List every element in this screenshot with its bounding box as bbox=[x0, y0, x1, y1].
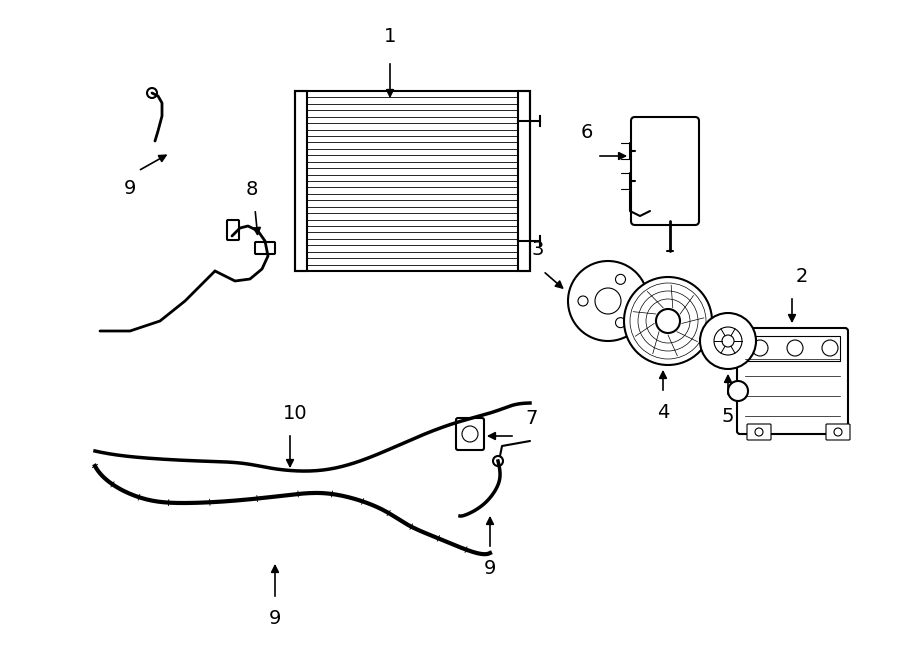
Bar bbox=[295, 91, 530, 271]
Text: 7: 7 bbox=[525, 409, 537, 428]
Text: 1: 1 bbox=[383, 27, 396, 46]
FancyBboxPatch shape bbox=[826, 424, 850, 440]
FancyBboxPatch shape bbox=[631, 117, 699, 225]
Text: 10: 10 bbox=[283, 404, 307, 423]
Text: 9: 9 bbox=[484, 559, 496, 578]
FancyBboxPatch shape bbox=[518, 91, 530, 271]
Text: 2: 2 bbox=[796, 267, 808, 286]
FancyBboxPatch shape bbox=[747, 424, 771, 440]
Circle shape bbox=[624, 277, 712, 365]
Text: 8: 8 bbox=[246, 180, 258, 199]
FancyBboxPatch shape bbox=[456, 418, 484, 450]
FancyBboxPatch shape bbox=[227, 220, 239, 240]
Circle shape bbox=[568, 261, 648, 341]
FancyBboxPatch shape bbox=[737, 328, 848, 434]
Text: 9: 9 bbox=[269, 609, 281, 628]
Text: 9: 9 bbox=[124, 179, 136, 198]
Circle shape bbox=[728, 381, 748, 401]
Circle shape bbox=[493, 456, 503, 466]
FancyBboxPatch shape bbox=[255, 242, 275, 254]
Circle shape bbox=[147, 88, 157, 98]
Text: 3: 3 bbox=[532, 240, 544, 259]
Text: 5: 5 bbox=[722, 407, 734, 426]
Circle shape bbox=[700, 313, 756, 369]
Text: 4: 4 bbox=[657, 403, 670, 422]
Text: 6: 6 bbox=[580, 123, 593, 142]
FancyBboxPatch shape bbox=[295, 91, 307, 271]
Circle shape bbox=[656, 309, 680, 333]
